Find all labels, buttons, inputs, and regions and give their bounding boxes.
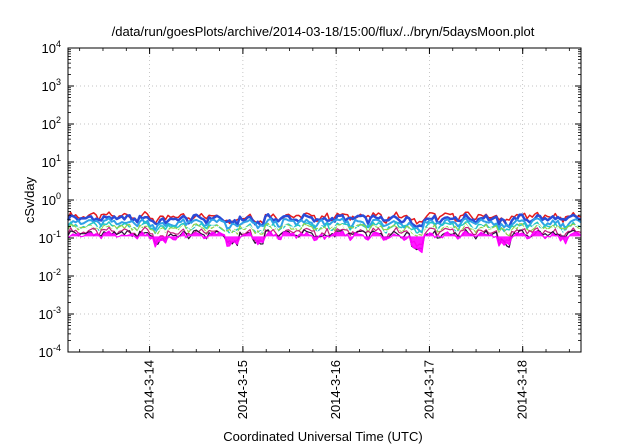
y-tick-label: 100	[42, 191, 61, 208]
x-tick-label: 2014-3-16	[328, 360, 343, 419]
series-area	[68, 231, 581, 253]
series-line	[67, 222, 582, 237]
axes: 10-4 10-3 10-2 10-1 100 101 102 103 104 2014-3-14…	[39, 39, 582, 419]
series-group	[66, 211, 582, 254]
y-tick-label: 103	[42, 77, 61, 94]
x-tick-label: 2014-3-18	[515, 360, 530, 419]
y-tick-label: 10-1	[39, 229, 61, 246]
y-tick-label: 10-4	[39, 343, 61, 360]
y-tick-label: 10-3	[39, 305, 61, 322]
y-tick-label: 101	[42, 153, 61, 170]
y-tick-label: 102	[42, 115, 61, 132]
x-axis-label: Coordinated Universal Time (UTC)	[223, 429, 422, 444]
series-line	[66, 212, 582, 229]
y-axis-label: cSv/day	[22, 176, 37, 223]
x-tick-label: 2014-3-17	[421, 360, 436, 419]
x-tick-label: 2014-3-15	[235, 360, 250, 419]
series-line	[67, 230, 582, 254]
plot-frame	[67, 47, 582, 353]
x-tick-label: 2014-3-14	[142, 360, 157, 419]
series-line	[67, 223, 582, 240]
y-tick-label: 10-2	[39, 267, 61, 284]
grid	[68, 48, 581, 352]
series-line	[67, 217, 582, 234]
chart-title: /data/run/goesPlots/archive/2014-03-18/1…	[112, 24, 535, 39]
y-tick-label: 104	[42, 39, 61, 56]
